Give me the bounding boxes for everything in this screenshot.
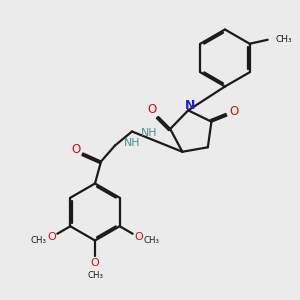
Text: CH₃: CH₃ xyxy=(30,236,46,245)
Text: O: O xyxy=(148,103,157,116)
Text: CH₃: CH₃ xyxy=(87,271,103,280)
Text: NH: NH xyxy=(124,137,140,148)
Text: O: O xyxy=(47,232,56,242)
Text: O: O xyxy=(230,105,239,118)
Text: N: N xyxy=(185,99,195,112)
Text: CH₃: CH₃ xyxy=(276,35,292,44)
Text: O: O xyxy=(91,257,99,268)
Text: NH: NH xyxy=(141,128,158,137)
Text: O: O xyxy=(134,232,143,242)
Text: O: O xyxy=(71,143,81,156)
Text: CH₃: CH₃ xyxy=(144,236,160,245)
